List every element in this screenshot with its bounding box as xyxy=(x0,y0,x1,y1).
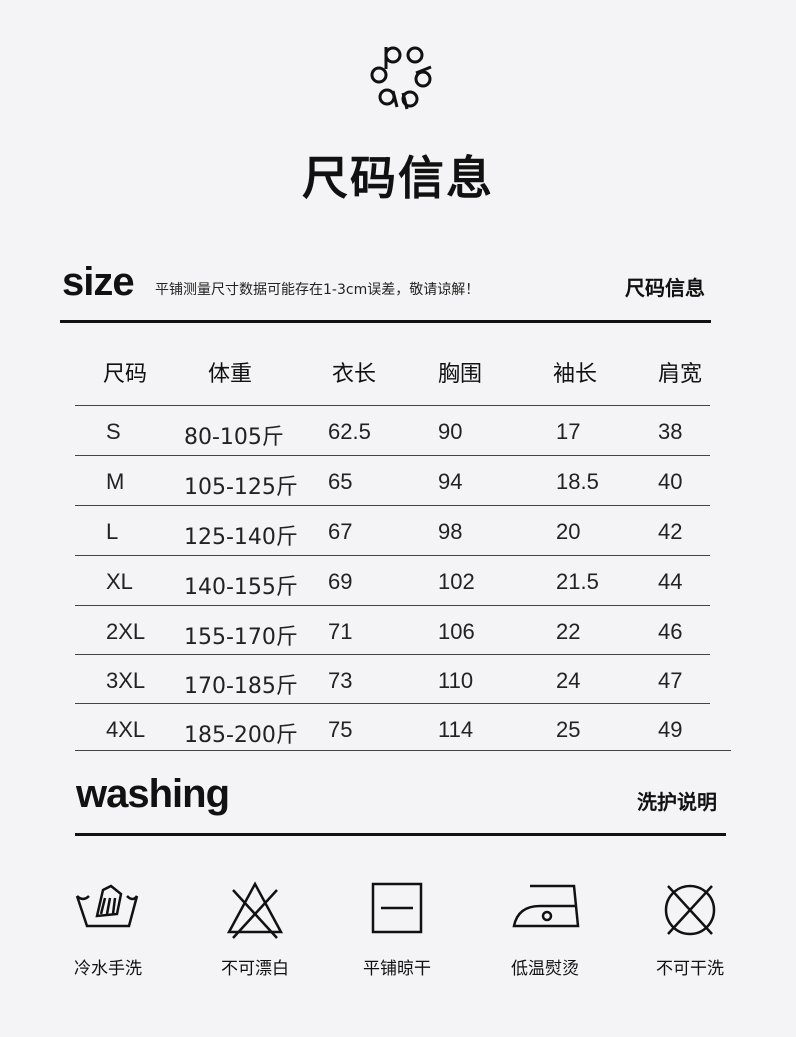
table-cell: 44 xyxy=(658,569,683,594)
table-cell: 102 xyxy=(438,569,475,594)
table-cell: 25 xyxy=(556,717,581,742)
table-cell: 125-140斤 xyxy=(184,525,298,550)
care-label: 不可干洗 xyxy=(656,959,724,979)
row-divider xyxy=(75,405,710,406)
row-divider xyxy=(75,654,710,655)
washing-info-label: 洗护说明 xyxy=(637,790,717,814)
table-cell: 22 xyxy=(556,619,581,644)
column-header: 肩宽 xyxy=(657,362,703,387)
table-cell: 46 xyxy=(658,619,683,644)
column-header: 胸围 xyxy=(437,362,483,387)
care-label: 低温熨烫 xyxy=(511,959,579,979)
table-cell: 21.5 xyxy=(556,569,599,594)
table-cell: 38 xyxy=(658,419,683,444)
care-item: 不可干洗 xyxy=(640,880,740,979)
no-bleach-icon xyxy=(226,881,284,939)
table-cell: 106 xyxy=(438,619,475,644)
table-cell: 80-105斤 xyxy=(184,425,284,450)
page-title: 尺码信息 xyxy=(302,151,494,205)
table-cell: 3XL xyxy=(106,668,146,693)
care-item: 低温熨烫 xyxy=(495,880,595,979)
table-cell: 42 xyxy=(658,519,683,544)
dry-flat-icon xyxy=(371,882,423,934)
table-cell: 24 xyxy=(556,668,581,693)
table-cell: 105-125斤 xyxy=(184,475,298,500)
table-cell: 75 xyxy=(328,717,353,742)
table-cell: 73 xyxy=(328,668,353,693)
table-cell: 90 xyxy=(438,419,463,444)
table-cell: L xyxy=(106,519,119,544)
row-divider xyxy=(75,750,731,751)
table-cell: 62.5 xyxy=(328,419,371,444)
table-cell: S xyxy=(106,419,121,444)
table-cell: 67 xyxy=(328,519,353,544)
care-label: 冷水手洗 xyxy=(74,959,142,979)
table-cell: 170-185斤 xyxy=(184,674,298,699)
table-cell: 110 xyxy=(438,668,474,693)
row-divider xyxy=(75,703,710,704)
table-cell: 40 xyxy=(658,469,683,494)
column-header: 尺码 xyxy=(102,362,148,387)
care-item: 平铺晾干 xyxy=(347,880,447,979)
row-divider xyxy=(75,455,710,456)
table-cell: 47 xyxy=(658,668,683,693)
table-cell: 49 xyxy=(658,717,683,742)
size-info-label: 尺码信息 xyxy=(625,276,705,300)
table-cell: 185-200斤 xyxy=(184,723,298,748)
size-heading: size xyxy=(62,260,135,304)
table-cell: 18.5 xyxy=(556,469,599,494)
care-label: 不可漂白 xyxy=(221,959,289,979)
table-cell: 155-170斤 xyxy=(184,625,298,650)
brand-logo-icon xyxy=(370,46,432,110)
table-cell: 4XL xyxy=(106,717,146,742)
table-cell: 2XL xyxy=(106,619,146,644)
measurement-note: 平铺测量尺寸数据可能存在1-3cm误差，敬请谅解！ xyxy=(155,282,480,298)
table-cell: 98 xyxy=(438,519,463,544)
table-cell: 140-155斤 xyxy=(184,575,298,600)
table-cell: 94 xyxy=(438,469,463,494)
hand-wash-icon xyxy=(75,884,139,928)
table-cell: XL xyxy=(106,569,133,594)
table-cell: 71 xyxy=(328,619,353,644)
iron-low-icon xyxy=(512,884,580,928)
divider xyxy=(60,320,711,323)
no-dry-clean-icon xyxy=(664,884,716,936)
column-header: 衣长 xyxy=(331,362,377,387)
care-label: 平铺晾干 xyxy=(363,959,431,979)
care-item: 不可漂白 xyxy=(205,880,305,979)
table-cell: 17 xyxy=(556,419,581,444)
table-cell: 20 xyxy=(556,519,581,544)
divider xyxy=(75,833,726,836)
row-divider xyxy=(75,505,710,506)
washing-heading: washing xyxy=(76,772,230,816)
table-cell: 65 xyxy=(328,469,353,494)
table-cell: 69 xyxy=(328,569,353,594)
row-divider xyxy=(75,605,710,606)
row-divider xyxy=(75,555,710,556)
column-header: 体重 xyxy=(207,362,253,387)
table-cell: M xyxy=(106,469,125,494)
column-header: 袖长 xyxy=(552,362,598,387)
table-cell: 114 xyxy=(438,717,474,742)
care-item: 冷水手洗 xyxy=(58,880,158,979)
